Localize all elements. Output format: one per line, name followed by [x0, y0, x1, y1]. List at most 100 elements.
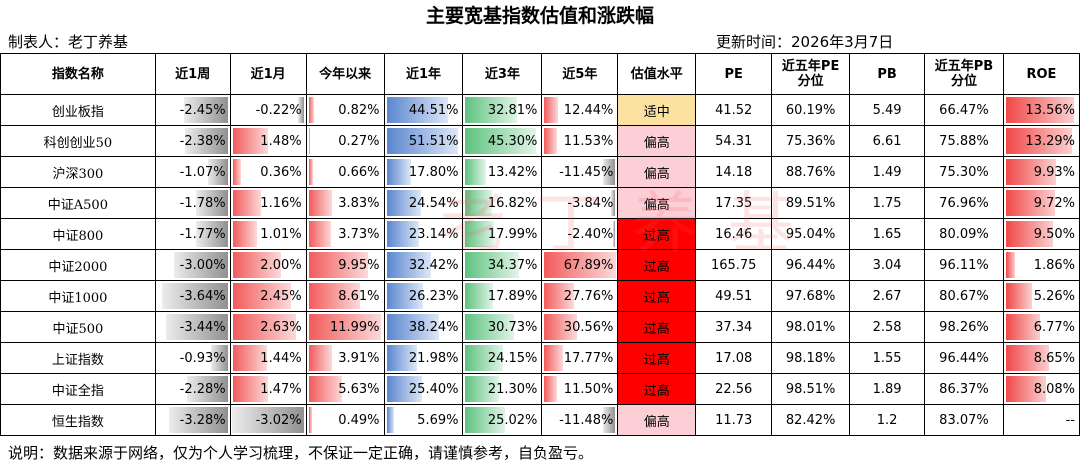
pb-cell: 1.65 — [849, 218, 925, 250]
pe-cell: 41.52 — [695, 94, 773, 126]
m1-value: 1.16% — [260, 195, 302, 211]
pb-cell: 1.75 — [849, 187, 925, 219]
w1-cell: -1.77% — [154, 218, 231, 250]
roe-value: 5.26% — [1033, 288, 1075, 304]
y5-cell: 67.89% — [541, 249, 619, 281]
y1-cell: 26.23% — [383, 280, 464, 312]
m1-cell: -3.02% — [229, 404, 307, 436]
y3-value: 45.30% — [487, 133, 538, 149]
roe-cell: -- — [1002, 404, 1080, 436]
roe-value: 8.65% — [1033, 350, 1075, 366]
y5-value: 11.50% — [563, 381, 614, 397]
m1-data-bar — [232, 190, 261, 216]
y5-value: -3.84% — [567, 195, 614, 211]
pe-cell: 16.46 — [695, 218, 773, 250]
y1-value: 25.40% — [408, 381, 459, 397]
y1-cell: 38.24% — [383, 311, 464, 343]
roe-value: 13.29% — [1025, 133, 1075, 149]
table-row: 创业板指 -2.45% -0.22% 0.82% 44.51% 32.81% 12.44% 适… — [0, 94, 1080, 126]
header-roe: ROE — [1002, 53, 1080, 95]
pe-cell: 49.51 — [695, 280, 773, 312]
pb-cell: 3.04 — [849, 249, 925, 281]
y3-cell: 24.15% — [462, 342, 543, 374]
table-row: 科创创业50 -2.38% 1.48% 0.27% 51.51% 45.30% 11.53%… — [0, 125, 1080, 157]
ytd-value: 11.99% — [329, 319, 380, 335]
roe-cell: 13.56% — [1002, 94, 1080, 126]
y5-value: 11.53% — [563, 133, 614, 149]
w1-cell: -1.78% — [154, 187, 231, 219]
table-row: 中证2000 -3.00% 2.00% 9.95% 32.42% 34.37% 67.89%… — [0, 249, 1080, 281]
m1-data-bar — [298, 97, 304, 123]
m1-value: 1.48% — [260, 133, 302, 149]
ytd-value: 0.82% — [338, 102, 380, 118]
header-3y: 近3年 — [462, 53, 543, 95]
ytd-value: 0.49% — [338, 412, 380, 428]
y3-data-bar — [465, 407, 505, 433]
y3-data-bar — [465, 190, 492, 216]
y5-value: 12.44% — [563, 102, 614, 118]
index-name-cell: 中证2000 — [0, 249, 156, 281]
y3-cell: 30.73% — [462, 311, 543, 343]
y1-cell: 32.42% — [383, 249, 464, 281]
y1-data-bar — [386, 221, 419, 247]
y3-value: 34.37% — [487, 257, 538, 273]
y1-value: 21.98% — [408, 350, 459, 366]
ytd-cell: 9.95% — [305, 249, 385, 281]
w1-cell: -3.00% — [154, 249, 231, 281]
w1-cell: -0.93% — [154, 342, 231, 374]
roe-cell: 13.29% — [1002, 125, 1080, 157]
w1-data-bar — [184, 128, 228, 154]
m1-value: 1.44% — [260, 350, 302, 366]
pb-cell: 5.49 — [849, 94, 925, 126]
m1-value: 2.45% — [260, 288, 302, 304]
header-5y: 近5年 — [541, 53, 619, 95]
y3-value: 13.42% — [487, 164, 538, 180]
w1-data-bar — [162, 283, 228, 309]
w1-value: -1.77% — [179, 226, 226, 242]
pb-pct-cell: 83.07% — [924, 404, 1004, 436]
y5-cell: -11.45% — [541, 156, 619, 188]
index-name-cell: 中证A500 — [0, 187, 156, 219]
pe-pct-cell: 97.68% — [771, 280, 851, 312]
m1-value: 2.63% — [260, 319, 302, 335]
valuation-level-cell: 过高 — [617, 249, 697, 281]
ytd-data-bar — [308, 128, 311, 154]
m1-cell: 1.01% — [229, 218, 307, 250]
m1-cell: 0.36% — [229, 156, 307, 188]
m1-cell: 2.00% — [229, 249, 307, 281]
m1-cell: 2.45% — [229, 280, 307, 312]
y1-cell: 24.54% — [383, 187, 464, 219]
ytd-data-bar — [308, 159, 313, 185]
y3-data-bar — [465, 159, 487, 185]
y3-value: 21.30% — [487, 381, 538, 397]
valuation-level-cell: 偏高 — [617, 187, 697, 219]
w1-data-bar — [168, 407, 228, 433]
header-valuation: 估值水平 — [617, 53, 697, 95]
w1-value: -2.38% — [179, 133, 226, 149]
y3-value: 32.81% — [487, 102, 538, 118]
y3-cell: 25.02% — [462, 404, 543, 436]
w1-value: -0.93% — [179, 350, 226, 366]
valuation-level-cell: 过高 — [617, 373, 697, 405]
pb-pct-cell: 75.88% — [924, 125, 1004, 157]
y1-data-bar — [386, 128, 458, 154]
m1-data-bar — [232, 345, 268, 371]
table-body: 创业板指 -2.45% -0.22% 0.82% 44.51% 32.81% 12.44% 适… — [0, 94, 1080, 436]
m1-cell: 2.63% — [229, 311, 307, 343]
y3-value: 30.73% — [487, 319, 538, 335]
ytd-cell: 0.66% — [305, 156, 385, 188]
y5-value: 27.76% — [563, 288, 614, 304]
y1-value: 26.23% — [408, 288, 459, 304]
pb-pct-cell: 96.44% — [924, 342, 1004, 374]
valuation-level-cell: 过高 — [617, 280, 697, 312]
roe-cell: 6.77% — [1002, 311, 1080, 343]
m1-value: -3.02% — [255, 412, 302, 428]
y5-data-bar — [544, 283, 574, 309]
y3-cell: 32.81% — [462, 94, 543, 126]
pb-cell: 1.89 — [849, 373, 925, 405]
pe-pct-cell: 60.19% — [771, 94, 851, 126]
roe-data-bar — [1005, 314, 1040, 340]
y1-value: 32.42% — [408, 257, 459, 273]
table-row: 中证全指 -2.28% 1.47% 5.63% 25.40% 21.30% 11.50% 过高… — [0, 373, 1080, 405]
footer-note: 说明：数据来源于网络，仅为个人学习梳理，不保证一定正确，请谨慎参考，自负盈亏。 — [8, 444, 594, 462]
